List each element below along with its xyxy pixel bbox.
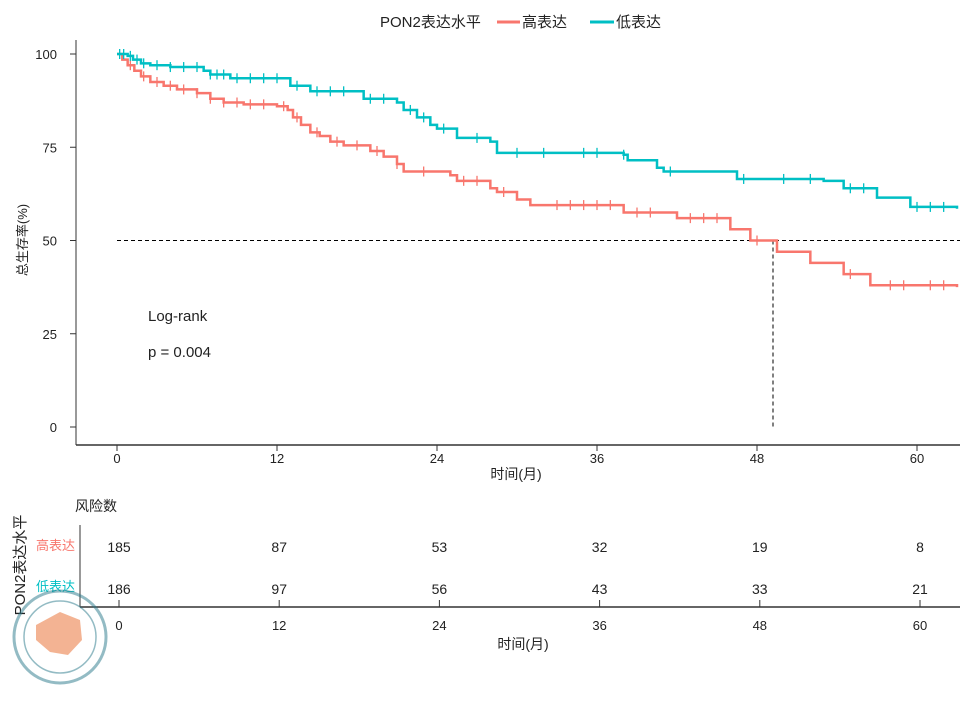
median-survival-line: [117, 240, 960, 427]
risk-count: 43: [592, 581, 608, 597]
risk-x-tick-label: 36: [592, 618, 606, 633]
x-tick-label: 48: [750, 451, 764, 466]
risk-x-tick-label: 12: [272, 618, 286, 633]
risk-count: 185: [107, 539, 131, 555]
legend-entry-low: 低表达: [616, 14, 661, 31]
risk-x-tick-label: 48: [753, 618, 767, 633]
chinese-medical-association-seal: [12, 589, 108, 685]
risk-count: 33: [752, 581, 768, 597]
p-value: p = 0.004: [148, 344, 211, 361]
risk-table-title: 风险数: [75, 498, 117, 514]
y-axis-label: 总生存率(%): [15, 204, 30, 276]
x-tick-label: 36: [590, 451, 604, 466]
legend-entry-high: 高表达: [522, 14, 567, 31]
y-tick-label: 100: [35, 47, 57, 62]
risk-table-y-label: PON2表达水平: [12, 515, 29, 616]
risk-x-tick-label: 0: [115, 618, 122, 633]
x-axis-label: 时间(月): [490, 466, 541, 482]
y-tick-label: 25: [43, 327, 57, 342]
risk-x-axis-label: 时间(月): [497, 636, 548, 652]
x-tick-label: 24: [430, 451, 444, 466]
y-tick-label: 75: [43, 140, 57, 155]
logrank-label: Log-rank: [148, 308, 208, 325]
x-tick-label: 12: [270, 451, 284, 466]
risk-count: 97: [271, 581, 287, 597]
risk-count: 32: [592, 539, 608, 555]
x-tick-label: 0: [113, 451, 120, 466]
y-tick-label: 50: [43, 234, 57, 249]
x-tick-label: 60: [910, 451, 924, 466]
survival-curve-low: [117, 52, 959, 209]
risk-x-tick-label: 60: [913, 618, 927, 633]
risk-count: 21: [912, 581, 928, 597]
survival-curve-high: [117, 52, 959, 288]
y-tick-label: 0: [50, 420, 57, 435]
risk-count: 87: [271, 539, 287, 555]
risk-count: 8: [916, 539, 924, 555]
legend: PON2表达水平 高表达 低表达: [380, 14, 661, 31]
risk-count: 56: [432, 581, 448, 597]
risk-x-tick-label: 24: [432, 618, 446, 633]
risk-row-label-high: 高表达: [36, 538, 75, 553]
risk-count: 19: [752, 539, 768, 555]
legend-title: PON2表达水平: [380, 14, 481, 31]
risk-count: 186: [107, 581, 131, 597]
risk-count: 53: [432, 539, 448, 555]
